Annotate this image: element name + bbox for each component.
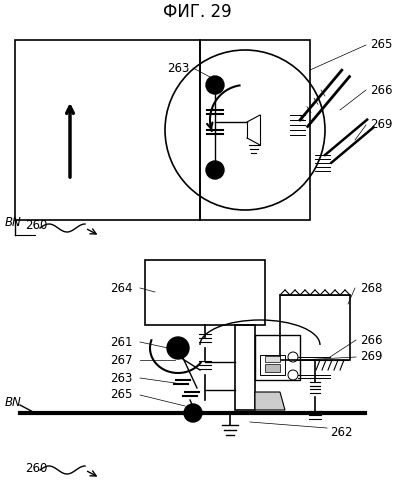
Text: 260: 260 xyxy=(25,462,47,475)
Text: 262: 262 xyxy=(330,426,353,438)
Bar xyxy=(15,40,200,220)
Bar xyxy=(265,356,280,362)
Bar xyxy=(265,364,280,372)
Text: BN: BN xyxy=(5,216,22,228)
Circle shape xyxy=(184,404,202,422)
Bar xyxy=(255,335,300,380)
Circle shape xyxy=(206,76,224,94)
Polygon shape xyxy=(255,392,285,410)
Text: 265: 265 xyxy=(370,38,392,52)
Text: 268: 268 xyxy=(360,282,382,294)
Bar xyxy=(260,355,285,375)
Text: BN: BN xyxy=(5,396,22,409)
Circle shape xyxy=(167,337,189,359)
Text: 265: 265 xyxy=(111,388,133,402)
Text: 261: 261 xyxy=(110,336,133,348)
Text: ФИГ. 29: ФИГ. 29 xyxy=(163,3,231,21)
Text: 266: 266 xyxy=(360,334,383,346)
Bar xyxy=(200,40,310,220)
Text: 264: 264 xyxy=(110,282,133,294)
Text: 267: 267 xyxy=(110,354,133,366)
Text: 269: 269 xyxy=(370,118,392,132)
Text: 269: 269 xyxy=(360,350,383,364)
Bar xyxy=(280,295,350,360)
Bar xyxy=(145,260,265,325)
Text: 266: 266 xyxy=(370,84,392,96)
Text: 263: 263 xyxy=(167,62,190,74)
Text: 260: 260 xyxy=(25,219,47,232)
Bar xyxy=(235,325,255,410)
Circle shape xyxy=(206,161,224,179)
Text: 263: 263 xyxy=(111,372,133,384)
